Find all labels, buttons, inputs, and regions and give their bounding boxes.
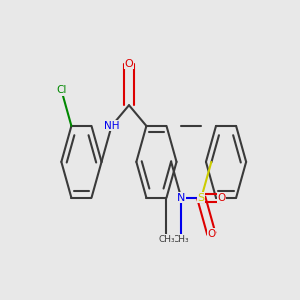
Text: CH₃: CH₃: [173, 235, 190, 244]
Text: CH₃: CH₃: [158, 235, 175, 244]
Text: O: O: [217, 193, 226, 203]
Text: O: O: [207, 229, 215, 239]
Text: S: S: [198, 193, 205, 203]
Text: O: O: [124, 59, 134, 69]
Text: NH: NH: [104, 121, 119, 131]
Text: Cl: Cl: [56, 85, 67, 95]
Text: N: N: [177, 193, 185, 203]
